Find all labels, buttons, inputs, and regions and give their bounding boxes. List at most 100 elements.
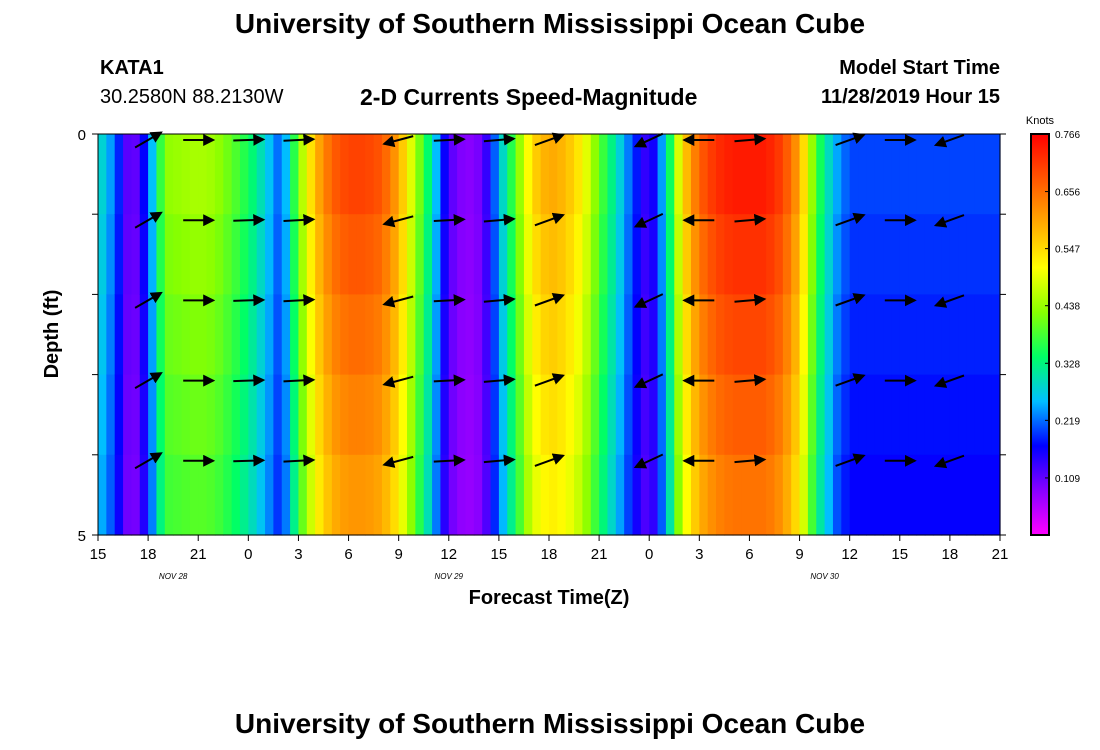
heatmap-cell [574, 374, 584, 456]
current-vector-arrow [134, 372, 163, 389]
heatmap-cell [331, 294, 341, 376]
heatmap-cell [106, 454, 116, 536]
heatmap-cell [774, 294, 784, 376]
heatmap-cell [457, 454, 467, 536]
heatmap-cell [607, 134, 617, 215]
heatmap-cell [356, 454, 366, 536]
heatmap-cell [690, 214, 700, 295]
heatmap-cell [114, 294, 124, 376]
heatmap-cell [916, 454, 926, 536]
heatmap-cell [540, 294, 550, 376]
heatmap-cell [448, 134, 458, 215]
heatmap-cell [465, 134, 475, 215]
heatmap-cell [507, 454, 517, 536]
heatmap-cell [665, 214, 675, 295]
heatmap-cell [273, 374, 283, 456]
heatmap-cell [473, 374, 483, 456]
heatmap-cell [891, 374, 901, 456]
heatmap-cell [381, 134, 391, 215]
current-vector-arrow [933, 374, 965, 388]
heatmap-cell [774, 214, 784, 295]
heatmap-cell [807, 214, 817, 295]
heatmap-cell [766, 134, 776, 215]
current-vector-arrow [734, 133, 767, 146]
heatmap-cell [716, 454, 725, 536]
heatmap-cell [974, 134, 984, 215]
heatmap-cell [590, 294, 600, 376]
heatmap-cell [732, 374, 742, 456]
heatmap-cell [774, 374, 784, 456]
heatmap-cell [131, 134, 141, 215]
heatmap-cell [532, 214, 542, 295]
current-vector-arrow [134, 291, 163, 309]
heatmap-cell [448, 214, 458, 295]
heatmap-cell [231, 294, 241, 376]
heatmap-cell [131, 214, 141, 295]
heatmap-cell [290, 294, 300, 376]
heatmap-cell [473, 294, 483, 376]
heatmap-cell [239, 214, 249, 295]
heatmap-cell [98, 374, 107, 456]
y-tick-label: 0 [78, 127, 86, 144]
heatmap-cell [674, 374, 684, 456]
x-tick-label: 21 [591, 546, 608, 563]
heatmap-cell [607, 294, 617, 376]
heatmap-cell [164, 294, 174, 376]
heatmap-cell [782, 294, 792, 376]
heatmap-cell [315, 134, 325, 215]
heatmap-cell [114, 374, 124, 456]
heatmap-cell [540, 134, 550, 215]
heatmap-cell [306, 294, 316, 376]
heatmap-cell [256, 214, 266, 295]
page-title: University of Southern Mississippi Ocean… [234, 8, 866, 39]
heatmap-cell [540, 374, 550, 456]
heatmap-cell [690, 294, 700, 376]
heatmap-cell [265, 454, 274, 536]
heatmap-cell [874, 374, 884, 456]
heatmap-cell [590, 374, 600, 456]
heatmap-cell [340, 214, 350, 295]
heatmap-cell [415, 374, 425, 456]
heatmap-cell [148, 294, 158, 376]
heatmap-cell [699, 374, 709, 456]
heatmap-cell [348, 134, 358, 215]
heatmap-cell [883, 374, 893, 456]
colorbar-tick-label: 0.438 [1055, 302, 1080, 313]
heatmap-cell [682, 214, 692, 295]
heatmap-cell [849, 294, 859, 376]
heatmap-cell [189, 214, 199, 295]
heatmap-cell [373, 454, 383, 536]
heatmap-cell [649, 214, 659, 295]
heatmap-cell [131, 294, 141, 376]
x-tick-label: 21 [190, 546, 207, 563]
heatmap-cell [799, 134, 809, 215]
heatmap-cell [991, 214, 1001, 295]
heatmap-cell [256, 454, 266, 536]
heatmap-cell [139, 214, 149, 295]
heatmap-cell [574, 294, 584, 376]
date-label: NOV 30 [810, 572, 839, 581]
x-axis-label: Forecast Time(Z) [469, 587, 630, 609]
heatmap-cell [273, 454, 283, 536]
heatmap-cell [599, 294, 609, 376]
heatmap-cell [407, 454, 416, 536]
heatmap-cell [640, 294, 650, 376]
heatmap-cell [156, 214, 166, 295]
heatmap-cell [933, 454, 943, 536]
heatmap-cell [657, 214, 667, 295]
heatmap-cell [615, 134, 625, 215]
heatmap-cell [682, 134, 692, 215]
heatmap-cell [365, 454, 375, 536]
heatmap-cell [966, 454, 976, 536]
current-vector-arrow [734, 454, 767, 467]
heatmap-cell [916, 134, 926, 215]
heatmap-cell [189, 374, 199, 456]
heatmap-cell [924, 134, 934, 215]
current-vector-arrow [382, 455, 414, 468]
current-vector-arrow [483, 454, 516, 467]
heatmap-cell [415, 214, 425, 295]
heatmap-cell [574, 454, 584, 536]
heatmap-cell [724, 134, 734, 215]
current-vector-arrow [283, 294, 316, 307]
heatmap-cell [348, 294, 358, 376]
